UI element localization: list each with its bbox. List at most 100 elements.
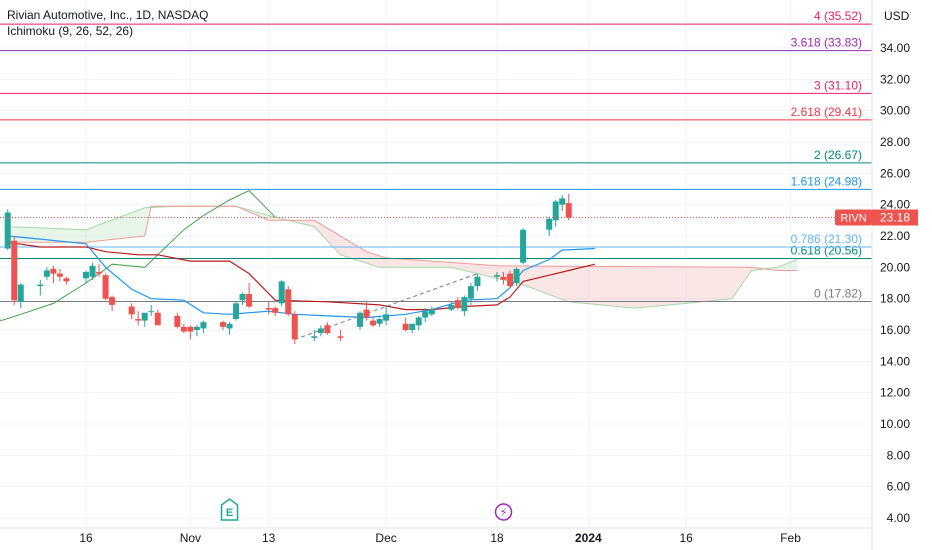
cloud-segment: [609, 266, 612, 306]
candle-body[interactable]: [50, 268, 57, 274]
y-tick-label: 18.00: [880, 292, 910, 306]
indicator-legend[interactable]: Ichimoku (9, 26, 52, 26): [7, 24, 134, 38]
cloud-segment: [43, 228, 46, 243]
candle-body[interactable]: [565, 203, 572, 218]
cloud-segment: [595, 266, 598, 305]
candle-body[interactable]: [200, 322, 207, 329]
cloud-segment: [563, 266, 566, 301]
cloud-segment: [751, 267, 754, 271]
candle-body[interactable]: [37, 284, 44, 287]
candle-body[interactable]: [233, 303, 240, 320]
cloud-segment: [423, 260, 426, 268]
candle-body[interactable]: [500, 276, 507, 280]
cloud-segment: [57, 228, 60, 243]
y-tick-label: 4.00: [887, 511, 911, 525]
cloud-segment: [793, 260, 796, 271]
candle-body[interactable]: [83, 272, 89, 279]
candle-body[interactable]: [494, 275, 500, 277]
fibonacci-levels[interactable]: 0 (17.82)0.618 (20.56)0.786 (21.30)1.618…: [0, 9, 872, 302]
candle-body[interactable]: [89, 265, 96, 277]
cloud-segment: [497, 265, 500, 279]
cloud-segment: [719, 267, 722, 300]
x-tick-label: 2024: [575, 531, 602, 545]
candle-body[interactable]: [415, 317, 422, 326]
candle-body[interactable]: [187, 326, 194, 332]
cloud-segment: [651, 266, 654, 307]
candle-body[interactable]: [402, 323, 409, 330]
candle-body[interactable]: [363, 309, 370, 318]
candle-body[interactable]: [370, 320, 377, 326]
candle-body[interactable]: [63, 278, 70, 282]
cloud-segment: [71, 229, 74, 243]
candle-body[interactable]: [148, 311, 155, 313]
candle-body[interactable]: [109, 297, 116, 305]
candle-body[interactable]: [454, 300, 461, 309]
cloud-segment: [779, 265, 782, 271]
cloud-segment: [115, 217, 118, 240]
candle-body[interactable]: [285, 289, 292, 315]
cloud-segment: [697, 267, 700, 303]
price-axis[interactable]: 4.00 6.00 8.00 10.00 12.00 14.00 16.00 18.00 20.…: [880, 41, 910, 525]
candle-body[interactable]: [448, 304, 455, 310]
candle-body[interactable]: [43, 270, 50, 277]
candle-body[interactable]: [317, 328, 324, 334]
candle-body[interactable]: [461, 297, 468, 312]
candle-body[interactable]: [520, 229, 527, 263]
candle-body[interactable]: [265, 308, 272, 310]
cloud-segment: [437, 261, 440, 268]
candle-body[interactable]: [56, 273, 63, 277]
cloud-segment: [631, 266, 634, 309]
cloud-segment: [683, 266, 686, 304]
candle-body[interactable]: [376, 319, 383, 324]
candle-body[interactable]: [552, 201, 559, 221]
candle-body[interactable]: [291, 314, 298, 340]
candle-body[interactable]: [141, 312, 148, 321]
candle-body[interactable]: [96, 272, 103, 274]
earnings-icon[interactable]: [220, 498, 239, 521]
candle-body[interactable]: [409, 323, 416, 330]
cloud-segment: [113, 218, 116, 240]
candle-body[interactable]: [174, 315, 181, 327]
candle-body[interactable]: [422, 311, 429, 318]
candle-body[interactable]: [193, 326, 200, 330]
time-axis[interactable]: 16 Nov 13 Dec 18 2024 16 Feb: [79, 531, 801, 545]
candle-body[interactable]: [246, 293, 253, 307]
cloud-segment: [433, 261, 436, 268]
candle-body[interactable]: [546, 218, 553, 230]
candle-body[interactable]: [337, 336, 344, 338]
candle-body[interactable]: [102, 275, 109, 299]
candle-body[interactable]: [11, 240, 18, 301]
candle-body[interactable]: [559, 198, 566, 205]
candle-body[interactable]: [507, 273, 514, 287]
candle-body[interactable]: [180, 326, 187, 332]
currency-label[interactable]: USD: [884, 9, 910, 23]
candle-body[interactable]: [220, 322, 226, 327]
candle-body[interactable]: [272, 308, 279, 313]
dividend-flash-icon[interactable]: [494, 503, 513, 521]
candle-body[interactable]: [311, 336, 318, 338]
candle-body[interactable]: [154, 312, 161, 326]
cloud-segment: [567, 266, 570, 302]
candle-body[interactable]: [17, 284, 24, 302]
cloud-segment: [635, 266, 638, 308]
candle-body[interactable]: [474, 276, 481, 287]
cloud-segment: [265, 214, 268, 220]
candle-body[interactable]: [383, 314, 390, 321]
candle-body[interactable]: [226, 323, 233, 329]
y-tick-label: 26.00: [880, 166, 910, 180]
candle-body[interactable]: [428, 309, 435, 315]
candle-body[interactable]: [513, 268, 520, 283]
event-markers[interactable]: E ⚡: [220, 498, 513, 521]
candle-body[interactable]: [357, 312, 363, 327]
candle-body[interactable]: [239, 293, 246, 301]
candle-body[interactable]: [467, 286, 474, 299]
candlesticks[interactable]: [4, 193, 572, 345]
candle-body[interactable]: [128, 306, 135, 315]
cloud-segment: [427, 260, 430, 268]
candle-body[interactable]: [278, 281, 285, 304]
candle-body[interactable]: [324, 325, 331, 334]
candle-body[interactable]: [135, 319, 142, 321]
candle-body[interactable]: [4, 212, 11, 249]
x-tick-label: 16: [680, 531, 694, 545]
